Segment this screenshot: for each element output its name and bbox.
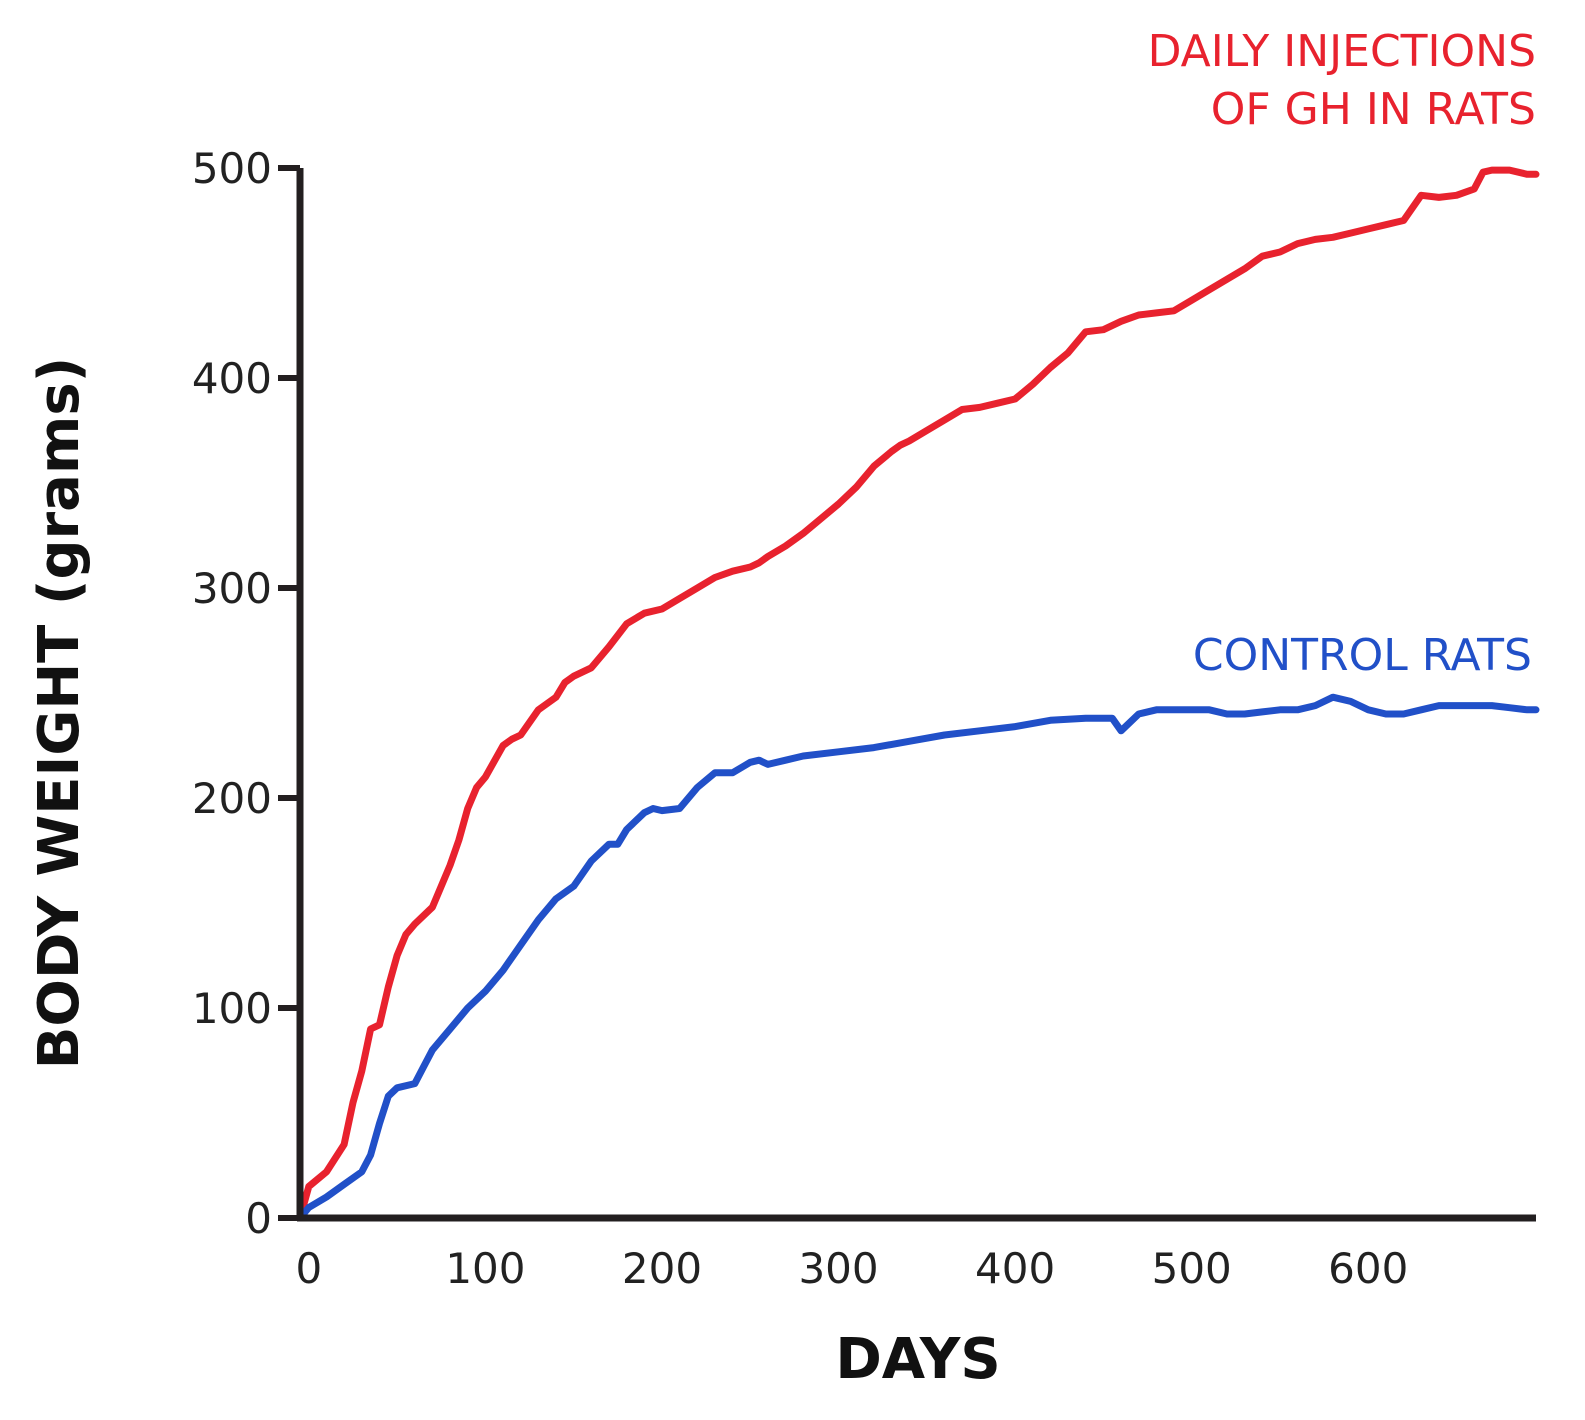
y-tick-label: 500 bbox=[192, 144, 272, 193]
y-tick-label: 200 bbox=[192, 774, 272, 823]
x-tick-label: 400 bbox=[975, 1244, 1055, 1293]
x-tick-label: 300 bbox=[798, 1244, 878, 1293]
y-tick-label: 0 bbox=[245, 1194, 272, 1243]
control-rats-series-label: CONTROL RATS bbox=[1193, 630, 1532, 681]
x-tick-label: 600 bbox=[1328, 1244, 1408, 1293]
x-tick-label: 200 bbox=[622, 1244, 702, 1293]
y-tick-label: 400 bbox=[192, 354, 272, 403]
gh-rats-series-label: OF GH IN RATS bbox=[1211, 84, 1536, 135]
x-tick-label: 0 bbox=[295, 1244, 322, 1293]
control-rats-series-line bbox=[296, 693, 1540, 1222]
x-tick-label: 100 bbox=[445, 1244, 525, 1293]
gh-rats-series-label: DAILY INJECTIONS bbox=[1148, 26, 1536, 77]
x-axis-title: DAYS bbox=[835, 1327, 1000, 1392]
y-axis-title: BODY WEIGHT (grams) bbox=[27, 357, 92, 1070]
gh-rats-series-line bbox=[296, 166, 1540, 1222]
x-tick-label: 500 bbox=[1152, 1244, 1232, 1293]
y-tick-label: 300 bbox=[192, 564, 272, 613]
y-tick-label: 100 bbox=[192, 984, 272, 1033]
